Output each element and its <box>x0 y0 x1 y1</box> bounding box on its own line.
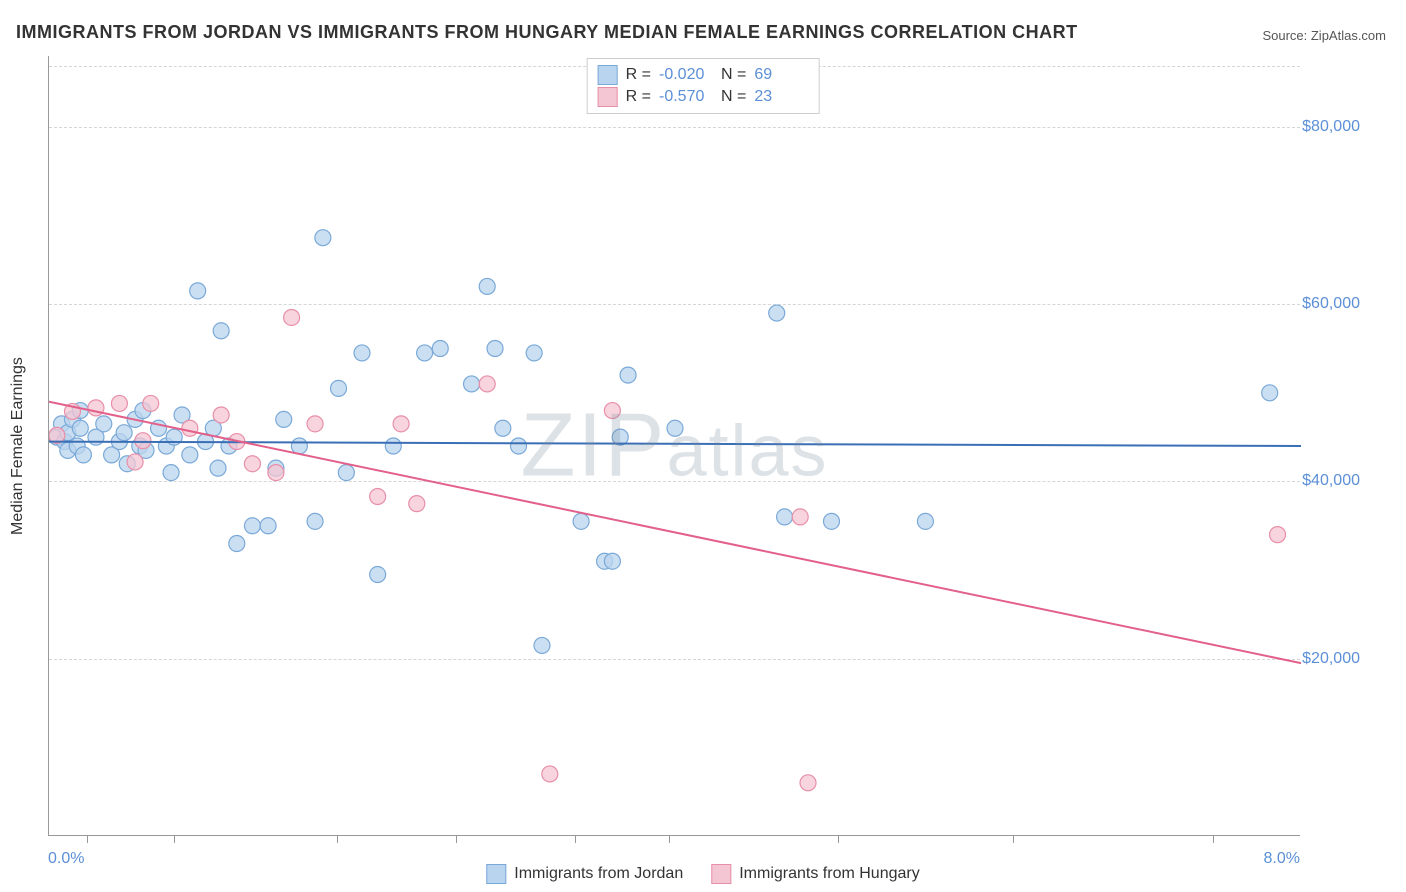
data-point <box>800 775 816 791</box>
data-point <box>135 433 151 449</box>
data-point <box>72 420 88 436</box>
data-point <box>385 438 401 454</box>
scatter-svg <box>49 56 1301 836</box>
data-point <box>417 345 433 361</box>
legend-stats-row: R = -0.020 N = 69 <box>598 65 809 85</box>
y-tick-label: $40,000 <box>1302 472 1360 490</box>
data-point <box>127 454 143 470</box>
data-point <box>1270 527 1286 543</box>
data-point <box>370 567 386 583</box>
data-point <box>96 416 112 432</box>
source-label: Source: <box>1262 28 1310 43</box>
n-label: N = <box>721 66 746 84</box>
data-point <box>182 420 198 436</box>
data-point <box>432 341 448 357</box>
data-point <box>229 536 245 552</box>
source-attribution: Source: ZipAtlas.com <box>1262 28 1386 43</box>
n-value-jordan: 69 <box>754 66 808 84</box>
data-point <box>315 230 331 246</box>
data-point <box>291 438 307 454</box>
n-label: N = <box>721 88 746 106</box>
legend-stats-row: R = -0.570 N = 23 <box>598 87 809 107</box>
data-point <box>338 465 354 481</box>
data-point <box>542 766 558 782</box>
legend-series: Immigrants from Jordan Immigrants from H… <box>486 864 919 884</box>
data-point <box>409 496 425 512</box>
data-point <box>620 367 636 383</box>
data-point <box>244 518 260 534</box>
data-point <box>917 513 933 529</box>
data-point <box>213 407 229 423</box>
legend-label: Immigrants from Hungary <box>739 865 920 883</box>
r-value-jordan: -0.020 <box>659 66 713 84</box>
data-point <box>604 553 620 569</box>
y-tick-label: $80,000 <box>1302 118 1360 136</box>
source-name: ZipAtlas.com <box>1311 28 1386 43</box>
data-point <box>163 465 179 481</box>
data-point <box>354 345 370 361</box>
data-point <box>1262 385 1278 401</box>
r-label: R = <box>626 66 651 84</box>
data-point <box>276 411 292 427</box>
plot-area: ZIPatlas <box>48 56 1300 836</box>
legend-stats: R = -0.020 N = 69 R = -0.570 N = 23 <box>587 58 820 114</box>
y-axis-title: Median Female Earnings <box>9 357 27 535</box>
data-point <box>495 420 511 436</box>
legend-label: Immigrants from Jordan <box>514 865 683 883</box>
data-point <box>777 509 793 525</box>
data-point <box>268 465 284 481</box>
swatch-hungary <box>598 87 618 107</box>
data-point <box>111 395 127 411</box>
data-point <box>190 283 206 299</box>
n-value-hungary: 23 <box>754 88 808 106</box>
trend-line <box>49 402 1301 663</box>
data-point <box>284 309 300 325</box>
data-point <box>393 416 409 432</box>
data-point <box>116 425 132 441</box>
data-point <box>182 447 198 463</box>
swatch-jordan <box>598 65 618 85</box>
data-point <box>213 323 229 339</box>
data-point <box>307 416 323 432</box>
data-point <box>511 438 527 454</box>
data-point <box>824 513 840 529</box>
swatch-jordan <box>486 864 506 884</box>
data-point <box>260 518 276 534</box>
legend-item-jordan: Immigrants from Jordan <box>486 864 683 884</box>
y-tick-label: $60,000 <box>1302 295 1360 313</box>
x-tick-min: 0.0% <box>48 850 84 868</box>
correlation-chart: IMMIGRANTS FROM JORDAN VS IMMIGRANTS FRO… <box>0 0 1406 892</box>
data-point <box>244 456 260 472</box>
legend-item-hungary: Immigrants from Hungary <box>711 864 920 884</box>
data-point <box>604 403 620 419</box>
data-point <box>143 395 159 411</box>
swatch-hungary <box>711 864 731 884</box>
data-point <box>792 509 808 525</box>
data-point <box>573 513 589 529</box>
data-point <box>210 460 226 476</box>
data-point <box>370 489 386 505</box>
r-value-hungary: -0.570 <box>659 88 713 106</box>
x-tick-max: 8.0% <box>1264 850 1300 868</box>
y-tick-label: $20,000 <box>1302 650 1360 668</box>
data-point <box>487 341 503 357</box>
data-point <box>769 305 785 321</box>
data-point <box>534 637 550 653</box>
data-point <box>464 376 480 392</box>
r-label: R = <box>626 88 651 106</box>
chart-title: IMMIGRANTS FROM JORDAN VS IMMIGRANTS FRO… <box>16 22 1078 43</box>
data-point <box>331 380 347 396</box>
data-point <box>479 278 495 294</box>
data-point <box>526 345 542 361</box>
data-point <box>479 376 495 392</box>
data-point <box>667 420 683 436</box>
data-point <box>75 447 91 463</box>
data-point <box>307 513 323 529</box>
